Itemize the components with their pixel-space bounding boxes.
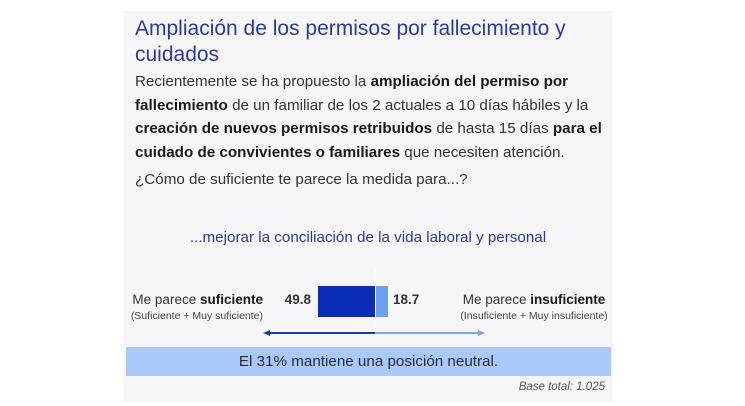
chart-subtitle: ...mejorar la conciliación de la vida la… [189, 229, 547, 246]
label-sufficient: Me parece suficiente (Suficiente + Muy s… [123, 291, 263, 323]
label-bold: insuficiente [530, 292, 606, 307]
base-total: Base total: 1.025 [518, 381, 605, 393]
bar-sufficient [317, 286, 375, 317]
label-insufficient: Me parece insuficiente (Insuficiente + M… [459, 291, 609, 323]
label-sub: (Suficiente + Muy suficiente) [130, 310, 263, 322]
value-insufficient: 18.7 [393, 292, 420, 307]
intro-text: que necesiten atención. [400, 143, 565, 161]
center-divider [375, 270, 376, 336]
value-sufficient: 49.8 [284, 292, 311, 307]
label-prefix: Me parece [132, 292, 200, 307]
label-sub: (Insuficiente + Muy insuficiente) [460, 310, 608, 322]
question-text: ¿Cómo de suficiente te parece la medida … [135, 171, 468, 188]
card-title: Ampliación de los permisos por fallecimi… [135, 17, 566, 66]
intro-paragraph: Recientemente se ha propuesto la ampliac… [135, 70, 610, 164]
label-bold: suficiente [199, 292, 263, 307]
arrow-left-icon [263, 330, 375, 336]
intro-bold: ampliación del permiso por fallecimiento [135, 73, 569, 114]
neutral-banner: El 31% mantiene una posición neutral. [126, 347, 611, 376]
label-prefix: Me parece [462, 292, 531, 307]
survey-card: Ampliación de los permisos por fallecimi… [123, 11, 613, 402]
intro-bold: para el cuidado de convivientes o famili… [135, 120, 602, 161]
arrow-right-icon [375, 330, 485, 336]
intro-text: Recientemente se ha propuesto la [135, 73, 371, 90]
intro-text: de hasta 15 días [432, 120, 553, 137]
bar-insufficient [375, 286, 389, 317]
intro-text: de un familiar de los 2 actuales a 10 dí… [227, 96, 589, 114]
intro-bold: creación de nuevos permisos retribuidos [135, 120, 433, 137]
